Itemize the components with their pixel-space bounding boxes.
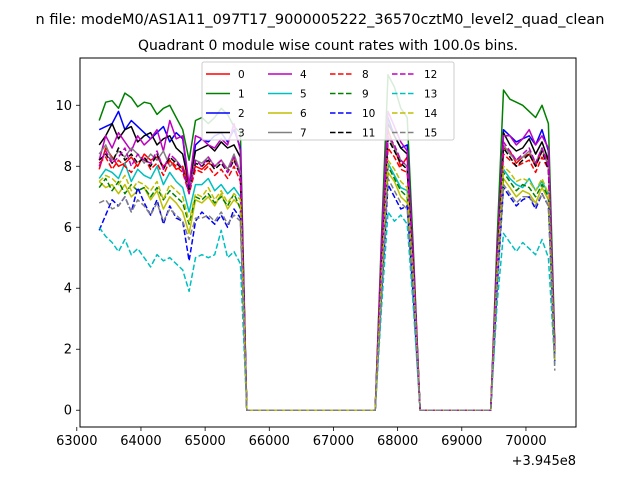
x-tick-label: 70000 — [505, 434, 546, 449]
y-tick-label: 10 — [55, 99, 72, 114]
y-tick-label: 6 — [64, 221, 72, 236]
x-offset-label: +3.945e8 — [512, 454, 576, 469]
series-line-14 — [98, 159, 556, 411]
legend-label-11: 11 — [362, 128, 375, 140]
series-line-12 — [98, 135, 556, 411]
legend-label-10: 10 — [362, 108, 375, 120]
series-line-15 — [98, 177, 556, 411]
legend-label-8: 8 — [362, 69, 369, 81]
legend-label-2: 2 — [238, 108, 245, 120]
x-tick-label: 67000 — [313, 434, 354, 449]
chart-title: Quadrant 0 module wise count rates with … — [138, 38, 518, 54]
legend-label-4: 4 — [300, 69, 307, 81]
figure-suptitle: n file: modeM0/AS1A11_097T17_9000005222_… — [36, 12, 605, 28]
series-line-5 — [98, 162, 556, 411]
y-tick-label: 2 — [64, 343, 72, 358]
legend-box — [201, 61, 455, 141]
x-tick-label: 68000 — [377, 434, 418, 449]
legend-label-14: 14 — [424, 108, 438, 120]
legend-label-13: 13 — [424, 89, 437, 101]
y-tick-label: 4 — [64, 282, 72, 297]
series-line-7 — [98, 135, 556, 411]
series-line-10 — [98, 183, 556, 411]
axes-layer: 63000 64000 65000 66000 67000 68000 69000 70000… — [55, 99, 546, 449]
y-tick-label: 0 — [64, 404, 72, 419]
x-tick-label: 63000 — [56, 434, 97, 449]
x-tick-label: 66000 — [249, 434, 290, 449]
series-line-3 — [98, 122, 556, 411]
legend-label-5: 5 — [300, 89, 307, 101]
x-tick-label: 65000 — [184, 434, 225, 449]
y-tick-label: 8 — [64, 160, 72, 175]
series-line-11 — [98, 138, 556, 411]
legend-label-7: 7 — [300, 128, 307, 140]
legend-label-9: 9 — [362, 89, 369, 101]
legend-label-1: 1 — [238, 89, 245, 101]
series-line-13 — [98, 211, 556, 411]
x-tick-label: 69000 — [441, 434, 482, 449]
plot-frame — [79, 57, 577, 428]
legend-label-3: 3 — [238, 128, 245, 140]
series-line-8 — [98, 147, 556, 411]
legend-label-15: 15 — [424, 128, 437, 140]
legend-label-6: 6 — [300, 108, 307, 120]
legend-label-12: 12 — [424, 69, 437, 81]
legend-label-0: 0 — [238, 69, 245, 81]
plot-area: 63000 64000 65000 66000 67000 68000 69000 70000… — [55, 57, 577, 449]
x-tick-label: 64000 — [120, 434, 161, 449]
